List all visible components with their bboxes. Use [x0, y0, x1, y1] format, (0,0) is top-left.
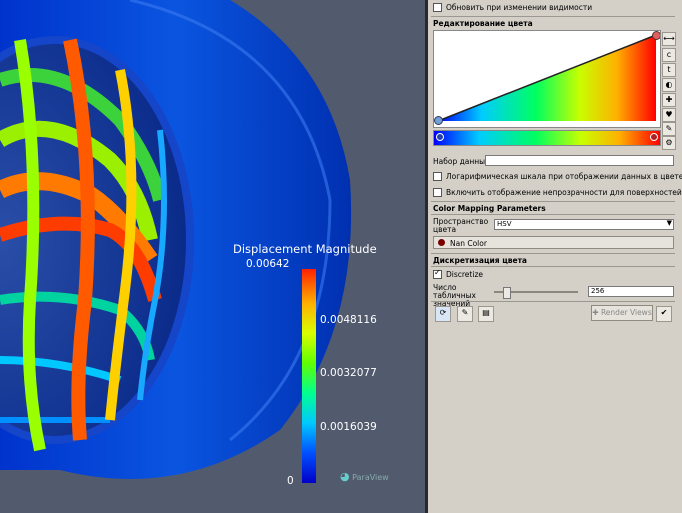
edit-icon[interactable]: ✎ [662, 122, 676, 136]
discretize-label: Discretize [446, 270, 483, 279]
script-icon[interactable]: ✎ [457, 306, 473, 322]
opacity-label: Включить отображение непрозрачности для … [446, 188, 682, 197]
refresh-icon[interactable]: ⟳ [435, 306, 451, 322]
chevron-down-icon: ▼ [666, 219, 672, 227]
table-values-input[interactable]: 256 [588, 286, 674, 297]
legend-tick-max: 0.00642 [246, 258, 290, 270]
color-mapping-header: Color Mapping Parameters [433, 204, 546, 213]
legend-tick-min: 0 [287, 475, 294, 487]
folder-icon[interactable]: ▤ [478, 306, 494, 322]
log-scale-label: Логарифмическая шкала при отображении да… [446, 172, 682, 181]
opacity-checkbox[interactable] [433, 188, 442, 197]
control-point-right[interactable] [652, 31, 660, 40]
color-editor-panel: Обновить при изменении видимости Редакти… [428, 0, 682, 513]
legend-tick: 0.0032077 [320, 367, 377, 379]
dataset-field[interactable] [485, 155, 674, 166]
color-function-editor[interactable] [433, 30, 661, 128]
custom-range-icon[interactable]: c [662, 48, 676, 62]
color-swatch-icon [438, 239, 445, 246]
presets-icon[interactable]: ✚ [662, 93, 676, 107]
color-strip[interactable] [433, 130, 661, 146]
strip-point-right[interactable] [650, 133, 658, 141]
dataset-label: Набор данных [433, 157, 490, 166]
color-space-label: Пространство цвета [433, 217, 489, 234]
strip-point-left[interactable] [436, 133, 444, 141]
discretization-header: Дискретизация цвета [433, 256, 527, 265]
time-range-icon[interactable]: t [662, 63, 676, 77]
mesh-render [0, 0, 352, 479]
control-point-left[interactable] [434, 116, 443, 125]
render-viewport[interactable]: Displacement Magnitude 0.00642 0.0048116… [0, 0, 425, 513]
color-editing-header: Редактирование цвета [433, 19, 533, 28]
paraview-watermark: ◕ ParaView [340, 470, 389, 483]
slider-handle[interactable] [503, 287, 512, 299]
color-legend-bar [302, 269, 316, 483]
invert-icon[interactable]: ◐ [662, 78, 676, 92]
render-icon: ✚ [592, 308, 599, 317]
update-on-visibility-checkbox[interactable] [433, 3, 442, 12]
render-views-button[interactable]: ✚ Render Views [591, 305, 653, 321]
legend-title: Displacement Magnitude [233, 242, 377, 256]
settings-icon[interactable]: ⚙ [662, 136, 676, 150]
nan-color-button[interactable]: Nan Color [433, 236, 674, 249]
table-values-slider[interactable] [494, 287, 578, 299]
paraview-logo-icon: ◕ [340, 470, 350, 483]
splitter[interactable] [425, 0, 428, 513]
apply-icon[interactable]: ✔ [656, 306, 672, 322]
table-values-label: Число табличных значений [433, 283, 476, 308]
save-preset-icon[interactable]: ♥ [662, 108, 676, 122]
discretize-checkbox[interactable] [433, 268, 442, 279]
update-on-visibility-label: Обновить при изменении видимости [446, 3, 593, 12]
legend-tick: 0.0016039 [320, 421, 377, 433]
color-space-select[interactable]: HSV ▼ [494, 219, 674, 230]
reset-range-icon[interactable]: ⟷ [662, 32, 676, 46]
legend-tick: 0.0048116 [320, 314, 377, 326]
log-scale-checkbox[interactable] [433, 172, 442, 181]
